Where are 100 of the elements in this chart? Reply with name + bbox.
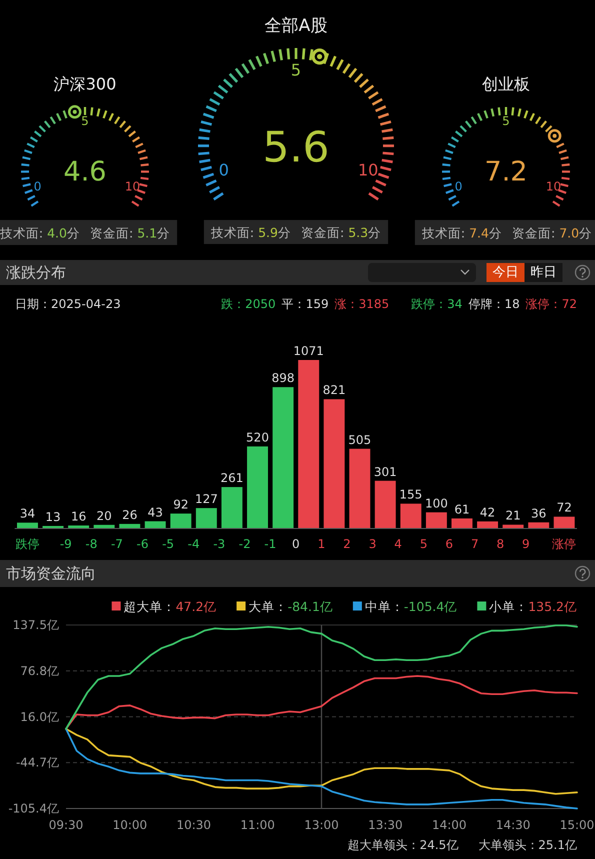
text: 资金面: 5.1分 (90, 225, 170, 240)
x-tick-label: 1 (318, 537, 326, 551)
x-tick-label: -5 (162, 537, 174, 551)
data-label: 36 (531, 506, 546, 520)
x-tick-label: 涨停 (552, 537, 576, 551)
y-tick-label: -105.4亿 (8, 802, 59, 816)
line-series (65, 624, 578, 730)
bar (119, 524, 140, 528)
text: 平：159 (282, 297, 329, 311)
text: 今日 (492, 265, 518, 280)
data-label: 127 (194, 492, 218, 506)
text: 0 (218, 160, 229, 180)
text: 涨：3185 (334, 297, 390, 311)
text: 全部A股 (264, 16, 328, 36)
x-tick-label: -6 (136, 537, 148, 551)
data-label: 4.6 (64, 156, 106, 188)
x-tick-label: 13:00 (304, 818, 339, 832)
data-label: 72 (556, 500, 572, 515)
legend-label: 大单：-84.1亿 (248, 598, 333, 614)
data-label: 20 (96, 508, 112, 523)
text: 技术面: 5.9分 (210, 224, 291, 240)
data-label: 5.6 (262, 122, 330, 172)
y-tick-label: 16.0亿 (20, 710, 59, 724)
text: 10 (124, 180, 140, 194)
y-tick-label: -44.7亿 (16, 756, 59, 770)
data-label: 92 (173, 498, 188, 512)
bar (170, 514, 192, 528)
y-tick-label: 137.5亿 (12, 618, 59, 632)
legend-label: 中单：-105.4亿 (364, 598, 458, 614)
line-series (65, 728, 578, 795)
bar (452, 518, 472, 528)
text: 10 (358, 160, 378, 180)
bar (502, 524, 524, 528)
legend-label: 超大单：47.2亿 (124, 598, 217, 614)
x-tick-label: -7 (110, 537, 123, 551)
bar (400, 504, 422, 528)
line-series (65, 675, 578, 730)
data-label: 42 (480, 505, 496, 520)
x-tick-label: 14:30 (496, 818, 530, 832)
x-tick-label: -4 (188, 537, 200, 551)
text: 日期：2025-04-23 (15, 297, 121, 311)
data-label: 821 (322, 383, 346, 398)
text: 技术面: 7.4分 (420, 225, 502, 240)
x-tick-label: 跌停 (15, 537, 40, 551)
text: 跌停：34 (411, 297, 462, 311)
bar (272, 387, 294, 528)
bar (94, 524, 115, 528)
x-tick-label: 7 (470, 537, 479, 551)
bar (247, 446, 268, 528)
bar (196, 508, 217, 528)
text: 跌：2050 (221, 297, 276, 311)
bar (528, 522, 550, 528)
line-series (65, 728, 578, 810)
bar (324, 399, 345, 528)
x-tick-label: 09:30 (48, 818, 84, 832)
x-tick-label: -8 (85, 537, 98, 551)
y-tick-label: 76.8亿 (20, 664, 59, 678)
legend-label: 小单：135.2亿 (489, 598, 577, 614)
x-tick-label: 4 (394, 537, 402, 551)
x-tick-label: 0 (292, 537, 300, 551)
text: 涨停：72 (526, 297, 577, 311)
data-label: 1071 (293, 344, 324, 358)
text: 技术面: 4.0分 (0, 225, 80, 240)
data-label: 7.2 (484, 156, 528, 188)
x-tick-label: -3 (213, 537, 226, 551)
bar (426, 512, 447, 528)
x-tick-label: 15:00 (560, 818, 594, 832)
x-tick-label: 10:30 (176, 818, 212, 832)
x-tick-label: -2 (238, 537, 251, 551)
x-tick-label: -1 (264, 537, 276, 551)
x-tick-label: 10:00 (112, 818, 148, 832)
text: 10 (546, 180, 562, 194)
x-tick-label: 11:00 (240, 818, 275, 832)
data-label: 261 (220, 471, 244, 486)
bar (68, 525, 90, 528)
data-label: 898 (272, 371, 295, 386)
bar (374, 480, 396, 528)
x-tick-label: 9 (522, 537, 530, 551)
data-label: 16 (70, 509, 86, 524)
x-tick-label: 3 (368, 537, 376, 551)
x-tick-label: 6 (445, 537, 454, 551)
data-label: 34 (20, 506, 36, 521)
data-label: 155 (399, 488, 422, 502)
x-tick-label: 14:00 (432, 818, 467, 832)
text: 资金面: 5.3分 (301, 224, 382, 240)
text: 5 (81, 114, 89, 128)
bar (144, 521, 166, 528)
x-tick-label: 2 (343, 537, 351, 551)
text: 超大单领头：24.5亿 (348, 838, 458, 852)
x-tick-label: 8 (496, 537, 504, 551)
chart-title: 涨跌分布 (6, 264, 66, 282)
x-tick-label: 13:30 (368, 818, 403, 832)
chart-title: 市场资金流向 (6, 564, 96, 582)
bar (17, 522, 38, 528)
x-tick-label: -9 (60, 537, 72, 551)
data-label: 301 (374, 464, 397, 479)
text: 5 (290, 60, 302, 80)
text: 创业板 (482, 74, 530, 94)
text: 停牌：18 (468, 297, 520, 311)
data-label: 100 (424, 496, 448, 510)
